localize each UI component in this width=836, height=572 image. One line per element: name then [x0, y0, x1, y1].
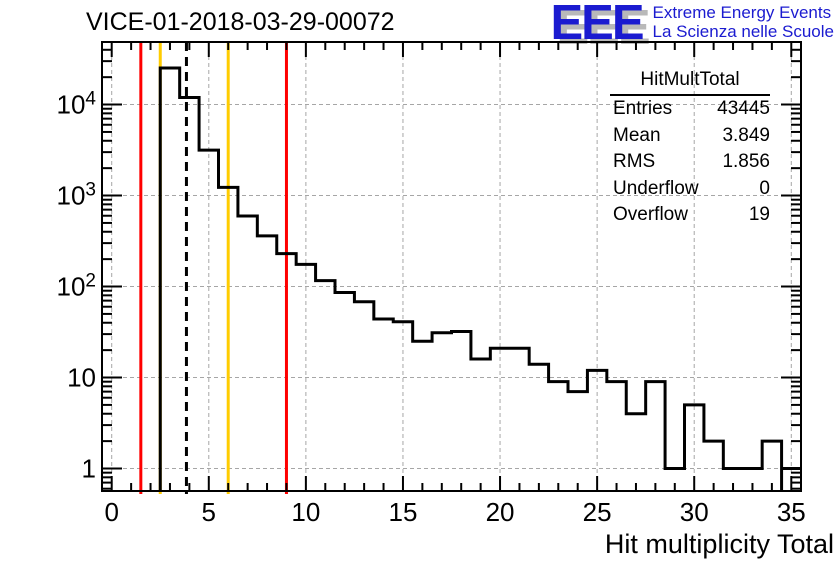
stats-label: Mean	[613, 124, 661, 146]
threshold-lines	[139, 42, 288, 494]
y-tick-labels: 1 10 102 103 104	[57, 89, 97, 484]
stats-label: RMS	[613, 151, 656, 173]
svg-text:1: 1	[82, 454, 96, 484]
svg-text:25: 25	[583, 497, 612, 527]
eee-logo-line1: Extreme Energy Events	[652, 3, 832, 22]
stats-row-overflow: Overflow 19	[610, 202, 770, 229]
svg-text:35: 35	[777, 497, 806, 527]
page-title: VICE-01-2018-03-29-00072	[86, 8, 395, 36]
svg-text:104: 104	[57, 89, 97, 120]
stats-row-underflow: Underflow 0	[610, 176, 770, 203]
svg-text:10: 10	[291, 497, 320, 527]
stats-box: HitMultTotal Entries 43445 Mean 3.849 RM…	[610, 67, 770, 229]
axis-ticks	[102, 42, 801, 491]
svg-text:20: 20	[486, 497, 515, 527]
svg-text:0: 0	[104, 497, 118, 527]
stats-value: 19	[748, 204, 770, 226]
histogram-line	[158, 66, 801, 491]
stats-row-mean: Mean 3.849	[610, 123, 770, 150]
stats-value: 1.856	[722, 151, 770, 173]
stats-row-rms: RMS 1.856	[610, 149, 770, 176]
eee-logo: EEE Extreme Energy Events La Scienza nel…	[550, 0, 834, 50]
x-tick-labels: 0 5 10 15 20 25 30 35	[104, 497, 805, 527]
stats-label: Underflow	[613, 177, 699, 199]
x-axis-title: Hit multiplicity Total	[605, 529, 834, 559]
stats-title: HitMultTotal	[610, 67, 770, 96]
eee-logo-acronym: EEE	[550, 0, 644, 50]
svg-text:5: 5	[202, 497, 216, 527]
svg-text:102: 102	[57, 271, 97, 302]
eee-logo-line2: La Scienza nelle Scuole	[652, 22, 834, 41]
stats-label: Overflow	[613, 204, 688, 226]
svg-text:10: 10	[67, 363, 96, 393]
stats-value: 43445	[717, 98, 770, 119]
svg-text:30: 30	[680, 497, 709, 527]
stats-label: Entries	[613, 98, 673, 119]
svg-text:103: 103	[57, 180, 97, 211]
stats-row-entries: Entries 43445	[610, 96, 770, 123]
svg-text:15: 15	[388, 497, 417, 527]
stats-value: 3.849	[722, 124, 770, 146]
stats-value: 0	[759, 177, 770, 199]
plot-frame	[101, 41, 802, 492]
eee-logo-text: Extreme Energy Events La Scienza nelle S…	[653, 1, 834, 41]
